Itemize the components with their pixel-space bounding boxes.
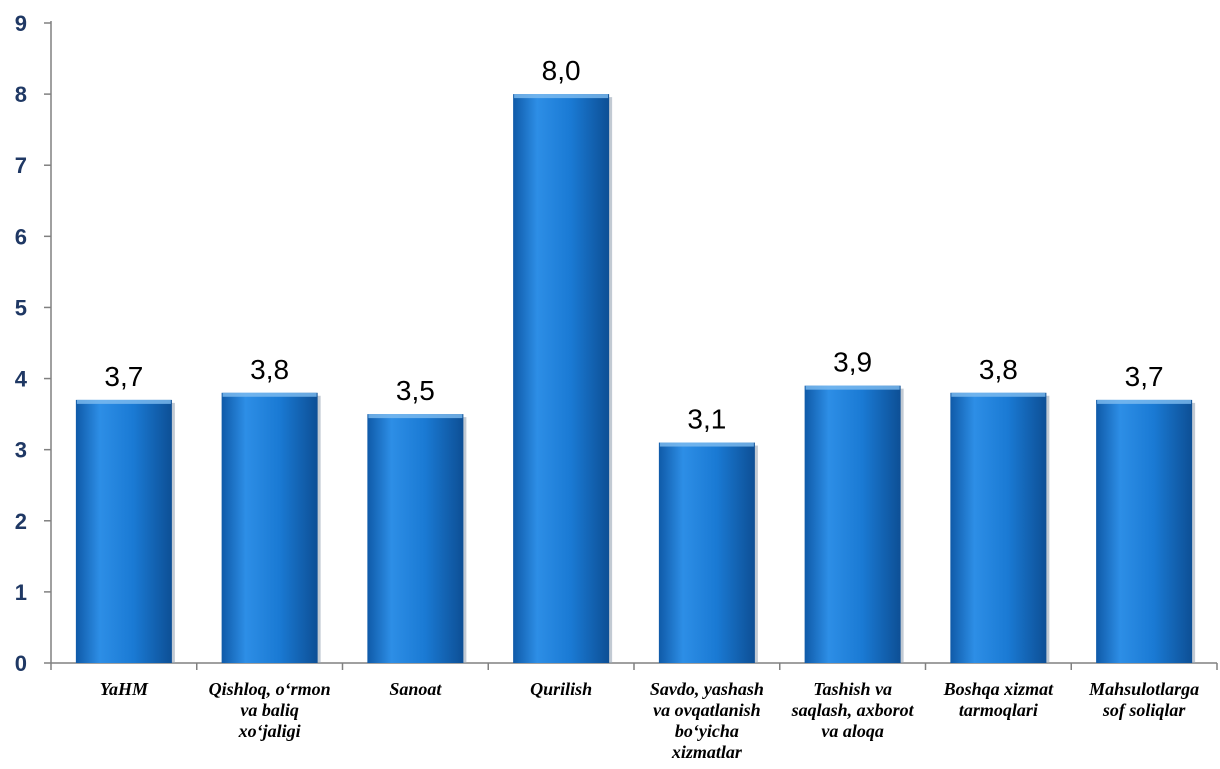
- data-label: 3,7: [104, 361, 143, 392]
- category-label-line: xo‘jaligi: [238, 721, 301, 741]
- y-tick-label: 0: [15, 651, 27, 676]
- bar: [75, 399, 172, 663]
- y-tick-label: 9: [15, 11, 27, 36]
- bar: [804, 385, 901, 663]
- data-label: 8,0: [542, 55, 581, 86]
- bar: [367, 414, 464, 663]
- category-label: Boshqa xizmat tarmoqlari: [943, 679, 1055, 720]
- bar-top-highlight: [805, 385, 900, 390]
- bar-top-highlight: [76, 399, 171, 404]
- category-label-line: sof soliqlar: [1102, 700, 1187, 720]
- bar-top-highlight: [222, 392, 317, 397]
- data-label: 3,8: [250, 354, 289, 385]
- category-label: Qishloq, o‘rmon va baliq xo‘jaligi: [209, 679, 331, 741]
- bar-top-highlight: [368, 414, 463, 419]
- category-label-line: Qurilish: [530, 679, 592, 699]
- bar: [513, 94, 610, 664]
- category-label-line: Sanoat: [389, 679, 442, 699]
- bar-top-highlight: [951, 392, 1046, 397]
- data-label: 3,5: [396, 375, 435, 406]
- y-tick-label: 4: [15, 367, 28, 392]
- data-labels: 3,7 3,8 3,5 8,0 3,1 3,9 3,8 3,7: [104, 55, 1163, 434]
- y-tick-label: 3: [15, 438, 27, 463]
- bar: [221, 392, 318, 663]
- y-tick-label: 6: [15, 224, 27, 249]
- category-label-line: saqlash, axborot: [791, 700, 915, 720]
- data-label: 3,1: [687, 404, 726, 435]
- data-label: 3,8: [979, 354, 1018, 385]
- bar: [658, 442, 755, 663]
- category-label: YaHM: [100, 679, 149, 699]
- y-tick-label: 7: [15, 153, 27, 178]
- category-label-line: va baliq: [240, 700, 299, 720]
- data-label: 3,7: [1125, 361, 1164, 392]
- bars: [75, 94, 1196, 664]
- bar-top-highlight: [1097, 399, 1192, 404]
- category-label: Tashish va saqlash, axborot va aloqa: [791, 679, 915, 741]
- category-label: Sanoat: [389, 679, 442, 699]
- category-label-line: Mahsulotlarga: [1088, 679, 1199, 699]
- category-label: Savdo, yashash va ovqatlanish bo‘yicha xizm…: [650, 679, 764, 762]
- category-label-line: Savdo, yashash: [650, 679, 764, 699]
- category-label-line: Boshqa xizmat: [943, 679, 1055, 699]
- data-label: 3,9: [833, 347, 872, 378]
- bar: [950, 392, 1047, 663]
- y-tick-label: 1: [15, 580, 27, 605]
- category-label-line: tarmoqlari: [959, 700, 1038, 720]
- category-label-line: va aloqa: [821, 721, 884, 741]
- bar: [1096, 399, 1193, 663]
- category-label: Qurilish: [530, 679, 592, 699]
- y-tick-label: 5: [15, 295, 27, 320]
- category-labels: YaHM Qishloq, o‘rmon va baliq xo‘jaligi Sano…: [100, 679, 1199, 762]
- bar-top-highlight: [659, 442, 754, 447]
- category-label-line: Qishloq, o‘rmon: [209, 679, 331, 699]
- category-label-line: YaHM: [100, 679, 149, 699]
- category-label-line: Tashish va: [813, 679, 892, 699]
- y-tick-label: 2: [15, 509, 27, 534]
- bar-top-highlight: [514, 94, 609, 99]
- category-label-line: bo‘yicha: [675, 721, 739, 741]
- category-label: Mahsulotlarga sof soliqlar: [1088, 679, 1199, 720]
- category-label-line: va ovqatlanish: [653, 700, 761, 720]
- category-label-line: xizmatlar: [671, 742, 743, 762]
- y-tick-label: 8: [15, 82, 27, 107]
